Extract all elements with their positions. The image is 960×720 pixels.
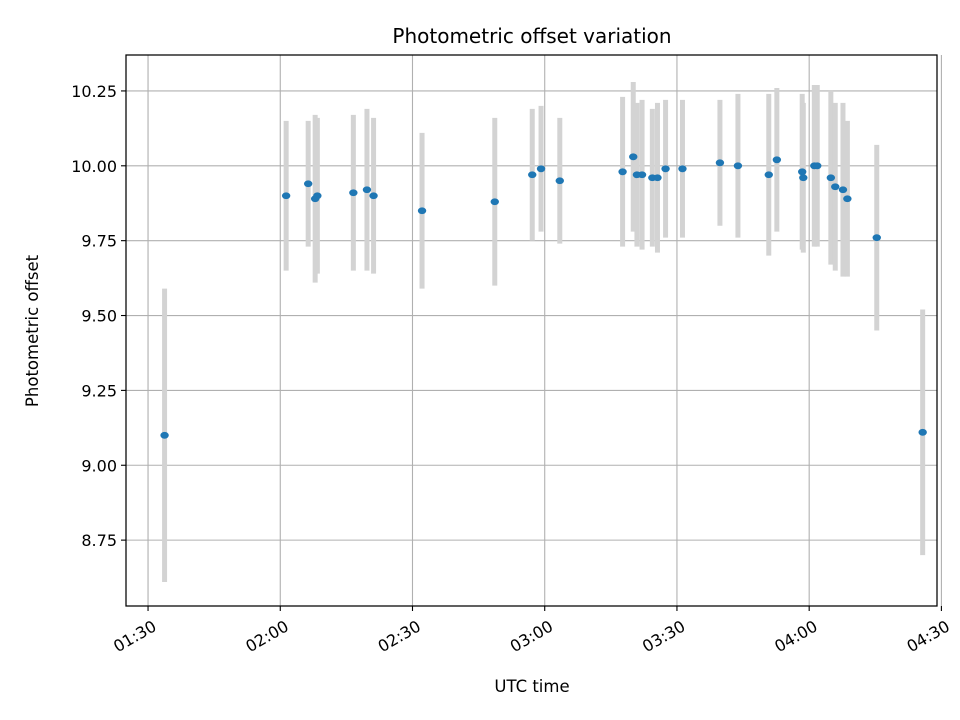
data-point: [555, 177, 564, 185]
data-point: [528, 171, 537, 179]
data-point: [843, 195, 852, 203]
data-point: [536, 165, 546, 173]
data-point: [417, 207, 427, 215]
y-axis-ticks: 8.75 9.00 9.25 9.50 9.75 10.00 10.25: [71, 82, 126, 550]
data-point: [798, 168, 807, 176]
data-point: [653, 174, 662, 182]
data-point: [303, 180, 313, 188]
y-tick-label: 9.00: [81, 456, 117, 475]
data-point: [918, 428, 927, 436]
plot-frame: [125, 54, 938, 607]
data-point: [813, 162, 822, 170]
data-point: [715, 159, 725, 167]
data-point: [733, 162, 743, 170]
data-point: [490, 198, 499, 206]
y-tick-label: 8.75: [81, 531, 117, 550]
y-tick-label: 10.00: [71, 157, 117, 176]
data-point: [764, 171, 773, 179]
data-point: [618, 168, 627, 176]
data-point: [349, 189, 358, 197]
data-point: [637, 171, 647, 179]
y-tick-label: 9.75: [81, 232, 117, 251]
data-point: [281, 192, 291, 200]
y-tick-label: 9.25: [81, 381, 117, 400]
data-point: [160, 431, 169, 439]
x-axis-title: UTC time: [494, 677, 569, 696]
data-point: [831, 183, 840, 191]
data-point: [313, 192, 322, 200]
chart-title: Photometric offset variation: [392, 24, 671, 48]
data-point: [678, 165, 687, 173]
data-points: [160, 153, 927, 439]
data-point: [826, 174, 836, 182]
y-axis-title: Photometric offset: [23, 254, 42, 407]
data-point: [838, 186, 848, 194]
data-point: [799, 174, 808, 182]
data-point: [872, 234, 881, 242]
data-point: [772, 156, 782, 164]
y-tick-label: 9.50: [81, 307, 117, 326]
data-point: [362, 186, 372, 194]
grid-lines: [126, 55, 942, 606]
y-tick-label: 10.25: [71, 82, 117, 101]
data-point: [661, 165, 670, 173]
data-point: [369, 192, 378, 200]
data-point: [629, 153, 638, 161]
